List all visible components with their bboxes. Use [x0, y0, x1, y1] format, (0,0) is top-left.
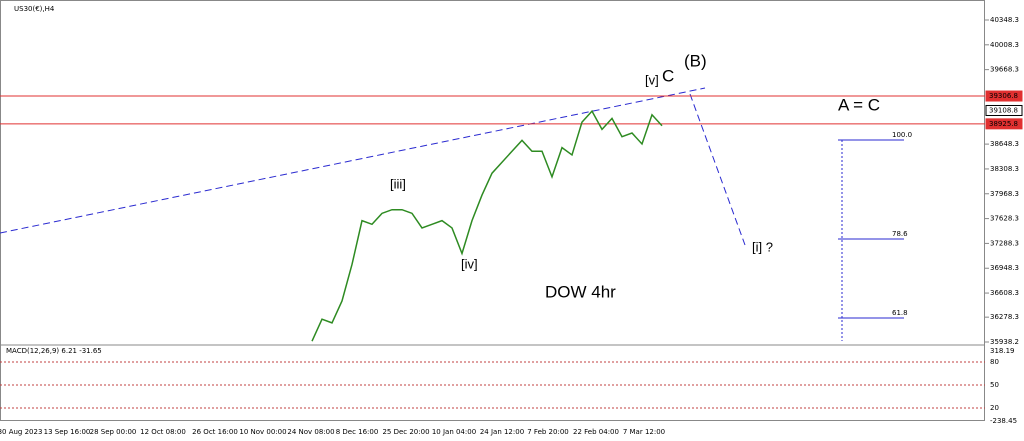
macd-tick-label: 20	[990, 404, 999, 412]
annotation: [iv]	[461, 256, 478, 271]
x-tick-label: 12 Oct 08:00	[140, 428, 186, 436]
annotation: DOW 4hr	[545, 282, 616, 301]
fib-label: 61.8	[892, 309, 908, 317]
annotation: (B)	[684, 51, 707, 70]
y-tick-label: 35938.2	[990, 338, 1019, 346]
projection-line	[689, 93, 746, 246]
x-tick-label: 26 Oct 16:00	[192, 428, 238, 436]
level-box	[985, 118, 1023, 130]
macd-tick-label: 50	[990, 381, 999, 389]
x-tick-label: 13 Sep 16:00	[44, 428, 91, 436]
y-tick-label: 40008.3	[990, 41, 1019, 49]
y-tick-label: 38648.3	[990, 140, 1019, 148]
x-tick-label: 22 Feb 04:00	[573, 428, 619, 436]
macd-tick-label: 318.19	[990, 347, 1015, 355]
x-tick-label: 25 Dec 20:00	[382, 428, 429, 436]
y-tick-label: 37628.3	[990, 215, 1019, 223]
y-tick-label: 37288.3	[990, 239, 1019, 247]
trend-line	[0, 87, 706, 234]
x-tick-label: 10 Nov 00:00	[239, 428, 286, 436]
symbol-label: US30(€),H4	[14, 5, 55, 13]
x-tick-label: 8 Dec 16:00	[336, 428, 379, 436]
level-box	[985, 104, 1023, 116]
annotation: A = C	[838, 95, 880, 114]
annotation: [v]	[645, 72, 659, 87]
y-tick-label: 36278.3	[990, 313, 1019, 321]
annotation: [i] ?	[752, 239, 773, 254]
x-tick-label: 10 Jan 04:00	[432, 428, 476, 436]
macd-tick-label: -238.45	[990, 417, 1017, 425]
x-tick-label: 30 Aug 2023	[0, 428, 42, 436]
y-tick-label: 40348.3	[990, 16, 1019, 24]
y-tick-label: 36948.3	[990, 264, 1019, 272]
fib-label: 78.6	[892, 230, 908, 238]
annotation: [iii]	[390, 176, 406, 191]
macd-label: MACD(12,26,9) 6.21 -31.65	[6, 347, 102, 355]
x-tick-label: 24 Jan 12:00	[480, 428, 524, 436]
y-tick-label: 37968.3	[990, 190, 1019, 198]
y-tick-label: 39668.3	[990, 66, 1019, 74]
annotation: C	[662, 66, 674, 85]
level-label: 39306.8	[989, 92, 1018, 100]
plot-frame	[0, 0, 985, 421]
x-tick-label: 28 Sep 00:00	[90, 428, 137, 436]
level-label: 39108.8	[989, 106, 1018, 114]
fib-label: 100.0	[892, 131, 912, 139]
y-tick-label: 38308.3	[990, 165, 1019, 173]
y-tick-label: 36608.3	[990, 289, 1019, 297]
x-tick-label: 7 Mar 12:00	[623, 428, 665, 436]
x-tick-label: 7 Feb 20:00	[527, 428, 568, 436]
price-line	[311, 109, 663, 342]
x-tick-label: 24 Nov 08:00	[287, 428, 334, 436]
macd-tick-label: 80	[990, 358, 999, 366]
level-label: 38925.8	[989, 120, 1018, 128]
level-box	[985, 90, 1023, 102]
